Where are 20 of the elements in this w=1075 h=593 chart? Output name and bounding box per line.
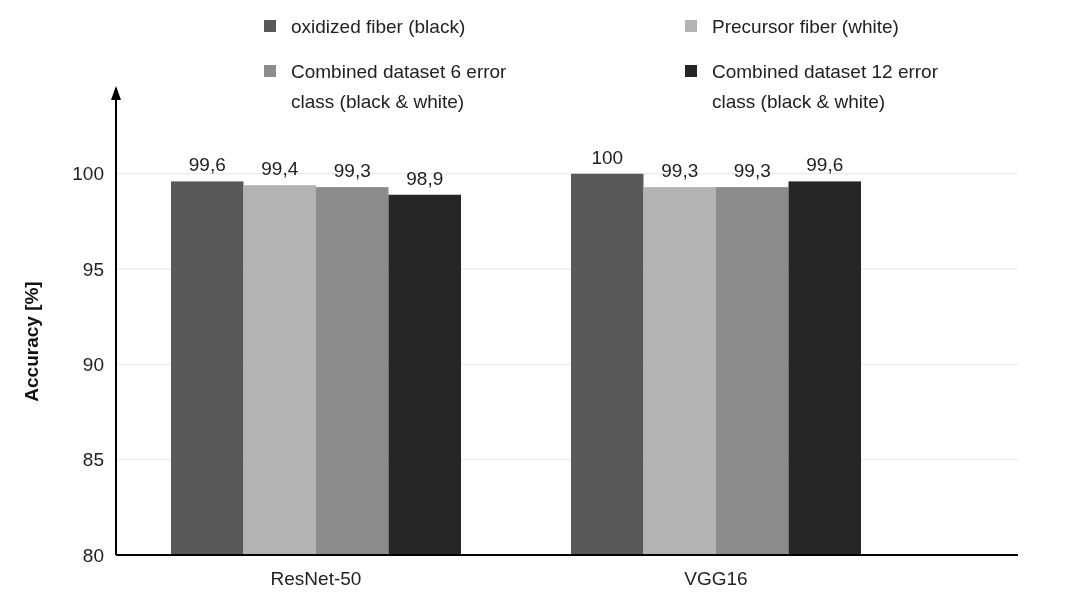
data-label: 98,9 — [406, 167, 444, 189]
data-label: 99,6 — [806, 154, 844, 176]
legend-label: Combined dataset 6 error class (black & white) — [291, 60, 508, 113]
data-label: 99,3 — [733, 160, 771, 182]
legend-label: oxidized fiber (black) — [291, 15, 466, 37]
x-tick-label: VGG16 — [684, 568, 748, 589]
data-label: 99,6 — [188, 154, 226, 176]
y-tick-label: 90 — [82, 354, 104, 376]
y-tick-label: 80 — [82, 544, 104, 566]
y-tick-label: 95 — [82, 258, 104, 280]
y-axis-title: Accuracy [%] — [21, 281, 42, 402]
x-tick-label: ResNet-50 — [270, 568, 362, 589]
data-label: 99,3 — [333, 160, 371, 182]
data-label: 100 — [591, 146, 624, 168]
data-label: 99,4 — [261, 158, 299, 180]
y-tick-label: 85 — [82, 449, 104, 471]
legend-label: Combined dataset 12 error class (black & white) — [712, 60, 939, 113]
legend-label: Precursor fiber (white) — [712, 15, 899, 37]
y-tick-label: 100 — [72, 163, 104, 185]
data-label: 99,3 — [661, 160, 699, 182]
